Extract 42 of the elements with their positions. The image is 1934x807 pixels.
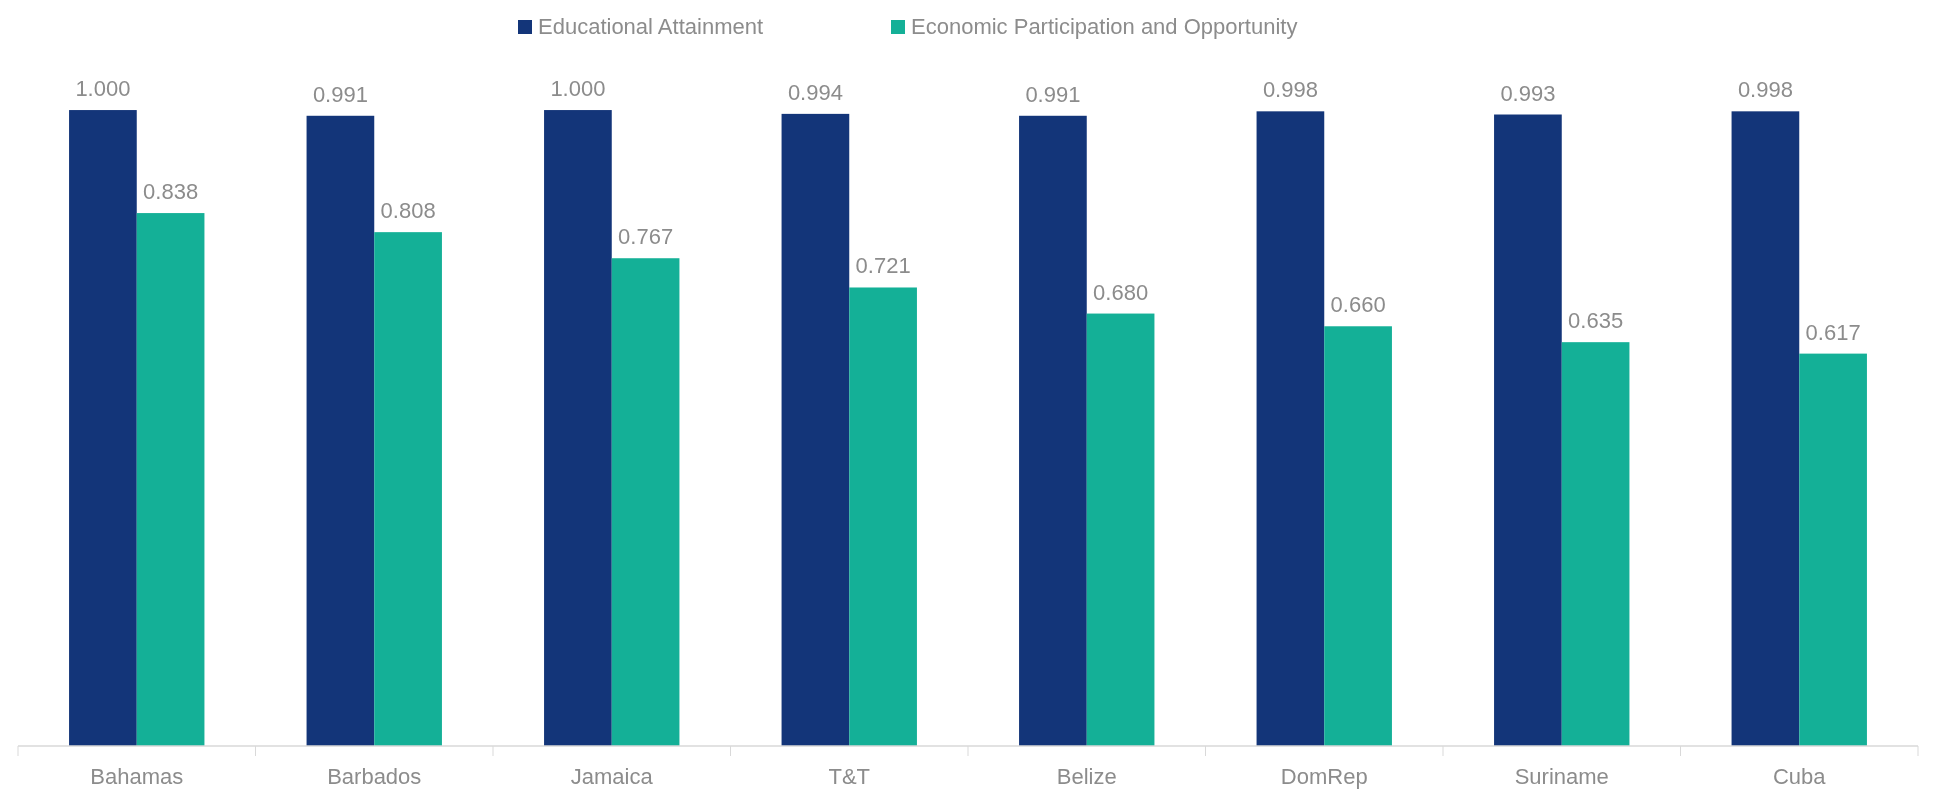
- bar: [1324, 326, 1392, 746]
- bar: [1086, 313, 1155, 746]
- bar: [1561, 342, 1630, 746]
- data-label: 0.767: [618, 224, 674, 250]
- data-label: 0.998: [1737, 77, 1793, 103]
- bar: [1731, 111, 1800, 746]
- data-label: 0.993: [1500, 80, 1556, 106]
- data-label: 0.991: [1025, 81, 1081, 107]
- data-label: 0.808: [380, 198, 436, 224]
- x-tick-label: Cuba: [1772, 764, 1827, 789]
- x-tick-label: Belize: [1056, 764, 1117, 789]
- bar: [306, 115, 375, 746]
- x-tick-label: Barbados: [327, 764, 422, 789]
- legend-label: Economic Participation and Opportunity: [911, 14, 1298, 39]
- legend-label: Educational Attainment: [538, 14, 764, 39]
- data-label: 1.000: [75, 76, 131, 102]
- data-label: 0.660: [1330, 292, 1386, 318]
- data-label: 0.635: [1568, 308, 1624, 334]
- x-tick-label: Bahamas: [90, 764, 184, 789]
- data-label: 0.994: [787, 79, 843, 105]
- x-tick-label: T&T: [828, 764, 871, 789]
- x-tick-label: DomRep: [1280, 764, 1368, 789]
- bar: [1494, 114, 1562, 746]
- data-label: 0.991: [312, 81, 368, 107]
- bar: [781, 113, 850, 746]
- x-tick-label: Jamaica: [570, 764, 654, 789]
- x-tick-label: Suriname: [1514, 764, 1609, 789]
- data-label: 0.721: [855, 253, 911, 279]
- bar: [1256, 111, 1325, 746]
- bar: [69, 110, 137, 746]
- bar: [1019, 115, 1087, 746]
- bar: [136, 213, 205, 746]
- bar: [611, 258, 680, 746]
- bar: [1799, 353, 1867, 746]
- data-label: 0.998: [1262, 77, 1318, 103]
- bar: [849, 287, 917, 746]
- data-label: 0.680: [1093, 279, 1149, 305]
- bar: [374, 232, 442, 746]
- bar: [544, 110, 612, 746]
- data-label: 0.617: [1805, 319, 1861, 345]
- data-label: 1.000: [550, 76, 606, 102]
- data-label: 0.838: [143, 179, 199, 205]
